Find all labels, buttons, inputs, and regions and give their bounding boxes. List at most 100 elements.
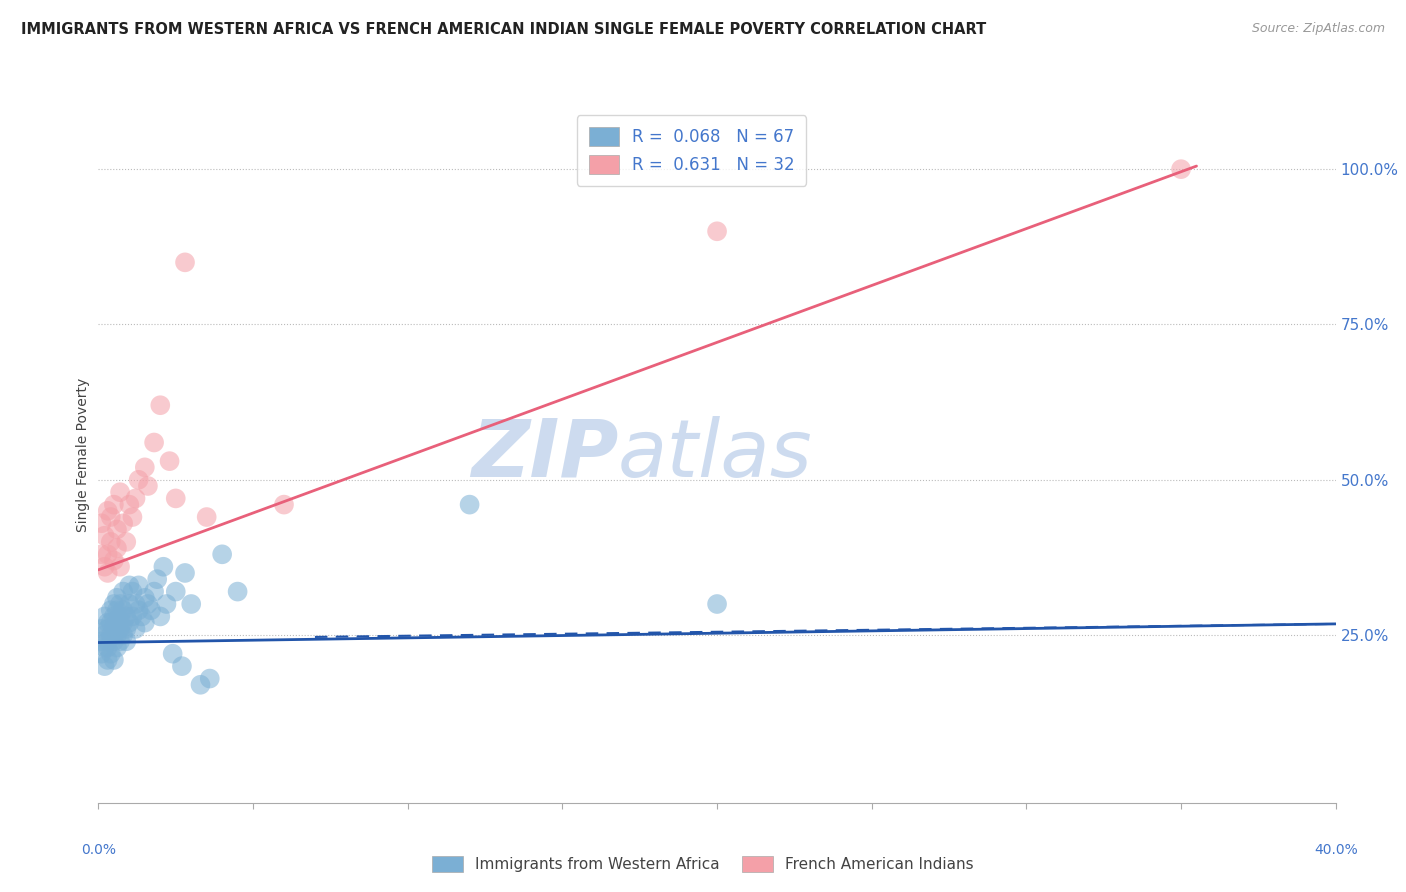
Point	[93, 529, 115, 543]
Point	[458, 498, 481, 512]
Point	[131, 609, 153, 624]
Point	[93, 559, 115, 574]
Point	[112, 603, 135, 617]
Point	[103, 622, 125, 636]
Point	[128, 603, 150, 617]
Point	[134, 615, 156, 630]
Text: 40.0%: 40.0%	[1313, 843, 1358, 857]
Point	[115, 634, 138, 648]
Point	[118, 578, 141, 592]
Point	[149, 609, 172, 624]
Point	[118, 615, 141, 630]
Point	[103, 653, 125, 667]
Point	[105, 615, 128, 630]
Point	[121, 584, 143, 599]
Point	[159, 454, 181, 468]
Point	[115, 609, 138, 624]
Point	[93, 659, 115, 673]
Point	[103, 498, 125, 512]
Point	[93, 640, 115, 655]
Point	[97, 622, 120, 636]
Point	[103, 609, 125, 624]
Point	[139, 603, 162, 617]
Point	[118, 597, 141, 611]
Point	[90, 547, 112, 561]
Point	[124, 491, 146, 506]
Point	[121, 609, 143, 624]
Point	[112, 584, 135, 599]
Point	[170, 659, 193, 673]
Point	[136, 479, 159, 493]
Point	[124, 597, 146, 611]
Point	[90, 647, 112, 661]
Point	[103, 634, 125, 648]
Point	[121, 510, 143, 524]
Point	[100, 628, 122, 642]
Y-axis label: Single Female Poverty: Single Female Poverty	[76, 378, 90, 532]
Point	[112, 628, 135, 642]
Point	[105, 640, 128, 655]
Point	[149, 398, 172, 412]
Point	[105, 603, 128, 617]
Point	[211, 547, 233, 561]
Point	[273, 498, 295, 512]
Point	[146, 572, 169, 586]
Point	[108, 485, 131, 500]
Point	[195, 510, 218, 524]
Point	[93, 628, 115, 642]
Point	[105, 591, 128, 605]
Point	[108, 634, 131, 648]
Point	[124, 622, 146, 636]
Point	[165, 584, 187, 599]
Point	[112, 516, 135, 531]
Point	[90, 622, 112, 636]
Text: Source: ZipAtlas.com: Source: ZipAtlas.com	[1251, 22, 1385, 36]
Point	[115, 534, 138, 549]
Point	[108, 559, 131, 574]
Point	[108, 622, 131, 636]
Point	[155, 597, 177, 611]
Point	[136, 597, 159, 611]
Point	[90, 634, 112, 648]
Legend: Immigrants from Western Africa, French American Indians: Immigrants from Western Africa, French A…	[425, 848, 981, 880]
Point	[97, 653, 120, 667]
Point	[134, 591, 156, 605]
Point	[112, 615, 135, 630]
Point	[134, 460, 156, 475]
Point	[93, 609, 115, 624]
Point	[100, 510, 122, 524]
Point	[97, 640, 120, 655]
Point	[162, 647, 184, 661]
Point	[97, 547, 120, 561]
Point	[706, 224, 728, 238]
Point	[105, 523, 128, 537]
Point	[105, 628, 128, 642]
Point	[108, 597, 131, 611]
Point	[103, 597, 125, 611]
Point	[97, 615, 120, 630]
Text: 0.0%: 0.0%	[82, 843, 115, 857]
Point	[180, 597, 202, 611]
Point	[1170, 162, 1192, 177]
Point	[115, 622, 138, 636]
Point	[90, 516, 112, 531]
Point	[100, 603, 122, 617]
Point	[198, 672, 221, 686]
Point	[143, 435, 166, 450]
Point	[97, 504, 120, 518]
Point	[108, 609, 131, 624]
Point	[97, 566, 120, 580]
Point	[118, 498, 141, 512]
Point	[100, 615, 122, 630]
Text: IMMIGRANTS FROM WESTERN AFRICA VS FRENCH AMERICAN INDIAN SINGLE FEMALE POVERTY C: IMMIGRANTS FROM WESTERN AFRICA VS FRENCH…	[21, 22, 987, 37]
Point	[174, 566, 197, 580]
Point	[97, 634, 120, 648]
Legend: R =  0.068   N = 67, R =  0.631   N = 32: R = 0.068 N = 67, R = 0.631 N = 32	[576, 115, 806, 186]
Point	[152, 559, 174, 574]
Point	[128, 578, 150, 592]
Text: ZIP: ZIP	[471, 416, 619, 494]
Point	[143, 584, 166, 599]
Point	[100, 534, 122, 549]
Point	[190, 678, 212, 692]
Point	[128, 473, 150, 487]
